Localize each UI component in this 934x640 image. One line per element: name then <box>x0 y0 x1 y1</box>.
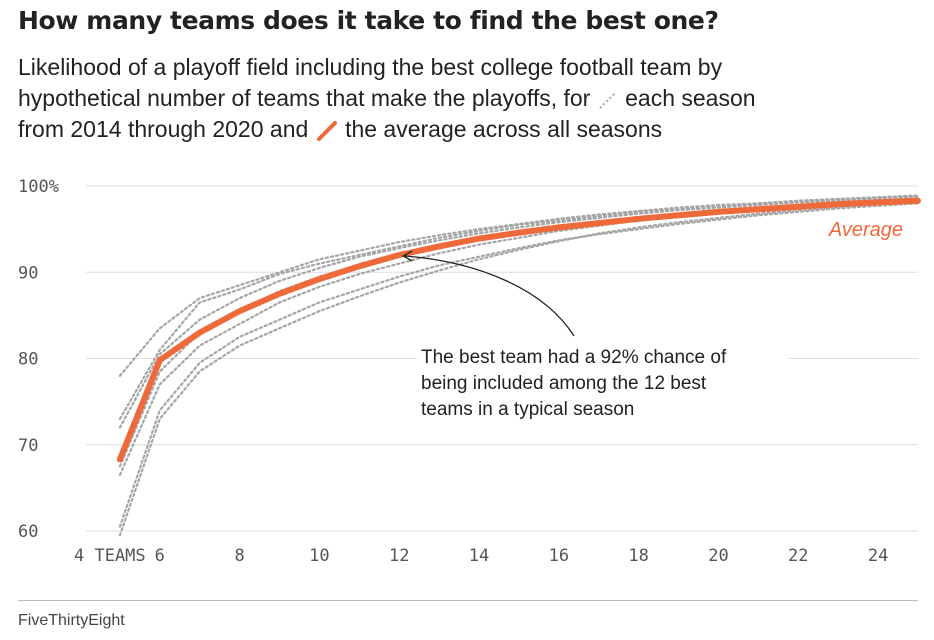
y-tick-label: 100% <box>18 177 59 197</box>
footer-divider <box>18 600 918 601</box>
x-tick-label: 10 <box>309 546 329 566</box>
x-tick-label: 14 <box>469 546 489 566</box>
season-line-4 <box>118 197 920 468</box>
season-line-1 <box>118 194 920 377</box>
x-tick-label: 22 <box>788 546 808 566</box>
annotation-line-1: The best team had a 92% chance of <box>421 347 727 368</box>
annotation-line-3: teams in a typical season <box>421 399 634 420</box>
subtitle-line-2: hypothetical number of teams that make t… <box>18 83 918 114</box>
x-tick-label: 16 <box>549 546 569 566</box>
line-chart: 60 70 80 90 100% 4 TEAMS 6 8 10 12 14 16 18 20 22 24 A… <box>18 177 921 566</box>
x-tick-label: 4 TEAMS <box>74 546 146 566</box>
season-line-3 <box>118 196 920 429</box>
y-tick-label: 60 <box>18 522 38 542</box>
average-line-group: Average <box>116 197 921 463</box>
x-axis-ticks: 4 TEAMS 6 8 10 12 14 16 18 20 22 24 <box>74 546 888 566</box>
annotation-line-2: being included among the 12 best <box>421 373 707 394</box>
x-tick-label: 20 <box>708 546 728 566</box>
y-tick-label: 90 <box>18 263 38 283</box>
orange-line-key-icon <box>316 120 337 141</box>
subtitle-line-3: from 2014 through 2020 and the average a… <box>18 114 918 145</box>
subtitle-line-2-text: hypothetical number of teams that make t… <box>18 85 591 111</box>
subtitle-line-2-suffix: each season <box>625 85 756 111</box>
x-tick-label: 24 <box>868 546 888 566</box>
annotation-backdrop <box>417 343 789 421</box>
average-line <box>116 197 921 463</box>
season-line-5 <box>118 198 920 476</box>
season-line-7 <box>118 200 920 537</box>
subtitle-line-1: Likelihood of a playoff field including … <box>18 54 723 80</box>
annotation: The best team had a 92% chance of being i… <box>401 250 789 421</box>
x-tick-label: 8 <box>234 546 244 566</box>
y-tick-label: 70 <box>18 436 38 456</box>
x-tick-label: 6 <box>155 546 165 566</box>
annotation-arrow <box>405 255 575 337</box>
source-credit: FiveThirtyEight <box>18 612 125 629</box>
chart-title: How many teams does it take to find the … <box>18 6 719 35</box>
season-line-6 <box>118 202 920 528</box>
annotation-arrowhead <box>401 250 413 262</box>
chart-subtitle: Likelihood of a playoff field including … <box>18 52 918 145</box>
subtitle-line-3-text: from 2014 through 2020 and <box>18 116 309 142</box>
average-series-label: Average <box>828 219 903 241</box>
y-tick-label: 80 <box>18 350 38 370</box>
x-tick-label: 18 <box>628 546 648 566</box>
subtitle-line-3-suffix: the average across all seasons <box>345 116 663 142</box>
y-axis-ticks: 60 70 80 90 100% <box>18 177 59 542</box>
dotted-line-key-icon <box>599 91 617 109</box>
x-tick-label: 12 <box>389 546 409 566</box>
